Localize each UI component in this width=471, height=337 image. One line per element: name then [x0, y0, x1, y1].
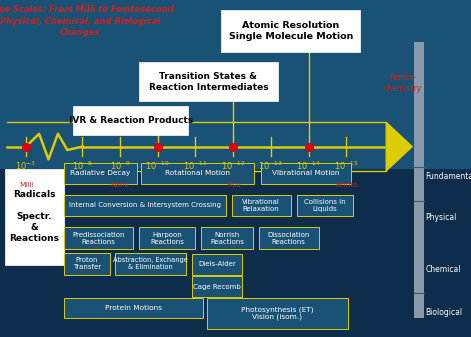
- FancyBboxPatch shape: [0, 168, 471, 337]
- FancyBboxPatch shape: [115, 253, 186, 275]
- Text: Harpoon
Reactions: Harpoon Reactions: [150, 232, 184, 245]
- FancyBboxPatch shape: [139, 227, 195, 249]
- Text: Nano: Nano: [111, 182, 130, 188]
- FancyBboxPatch shape: [414, 42, 424, 318]
- Text: $10^{-14}$: $10^{-14}$: [296, 160, 321, 173]
- Text: Radiative Decay: Radiative Decay: [70, 170, 130, 176]
- Text: $10^{-9}$: $10^{-9}$: [110, 160, 130, 173]
- Text: Diels-Alder: Diels-Alder: [198, 261, 236, 267]
- Text: Biological: Biological: [425, 308, 463, 317]
- Text: Internal Conversion & Intersystem Crossing: Internal Conversion & Intersystem Crossi…: [69, 202, 221, 208]
- FancyBboxPatch shape: [73, 106, 188, 135]
- FancyBboxPatch shape: [221, 10, 360, 52]
- Text: Milli: Milli: [19, 182, 33, 188]
- Text: $10^{-8}$: $10^{-8}$: [72, 160, 93, 173]
- Text: Pico: Pico: [226, 182, 241, 188]
- FancyBboxPatch shape: [259, 227, 319, 249]
- Text: Femto-
chemistry: Femto- chemistry: [384, 72, 422, 93]
- FancyBboxPatch shape: [64, 195, 226, 216]
- Text: $10^{-10}$: $10^{-10}$: [146, 160, 170, 173]
- Text: Time Scales: From Milli to Femtosecond
Physical, Chemical, and Biological
Change: Time Scales: From Milli to Femtosecond P…: [0, 5, 173, 37]
- Text: Chemical: Chemical: [425, 265, 461, 274]
- Text: $10^{-3}$: $10^{-3}$: [16, 160, 36, 173]
- FancyBboxPatch shape: [232, 195, 291, 216]
- FancyBboxPatch shape: [64, 253, 110, 275]
- Text: Protein Motions: Protein Motions: [105, 305, 162, 311]
- FancyBboxPatch shape: [141, 163, 254, 184]
- Text: Radicals

Spectr.
&
Reactions: Radicals Spectr. & Reactions: [9, 190, 59, 243]
- Polygon shape: [386, 122, 412, 171]
- FancyBboxPatch shape: [297, 195, 353, 216]
- Text: Collisions in
Liquids: Collisions in Liquids: [304, 199, 346, 212]
- Text: Norrish
Reactions: Norrish Reactions: [210, 232, 244, 245]
- Text: Vibrational Motion: Vibrational Motion: [272, 170, 340, 176]
- Text: Proton
Transfer: Proton Transfer: [73, 257, 101, 270]
- Text: Abstraction, Exchange
& Elimination: Abstraction, Exchange & Elimination: [114, 257, 188, 270]
- Text: $10^{-11}$: $10^{-11}$: [183, 160, 208, 173]
- FancyBboxPatch shape: [64, 163, 137, 184]
- Text: Femto: Femto: [335, 182, 357, 188]
- Text: IVR & Reaction Products: IVR & Reaction Products: [69, 116, 193, 125]
- Text: Physical: Physical: [425, 213, 457, 222]
- Text: $10^{-12}$: $10^{-12}$: [221, 160, 245, 173]
- FancyBboxPatch shape: [5, 168, 64, 265]
- Text: Cage Recomb: Cage Recomb: [193, 284, 241, 290]
- Text: $10^{-15}$: $10^{-15}$: [334, 160, 358, 173]
- Text: Rotational Motion: Rotational Motion: [165, 170, 230, 176]
- Text: Transition States &
Reaction Intermediates: Transition States & Reaction Intermediat…: [149, 72, 268, 92]
- FancyBboxPatch shape: [207, 298, 348, 329]
- FancyBboxPatch shape: [192, 254, 242, 275]
- FancyBboxPatch shape: [201, 227, 253, 249]
- FancyBboxPatch shape: [139, 62, 278, 101]
- Text: Predissociation
Reactions: Predissociation Reactions: [72, 232, 125, 245]
- Text: Atomic Resolution
Single Molecule Motion: Atomic Resolution Single Molecule Motion: [228, 21, 353, 41]
- Text: Fundamentals: Fundamentals: [425, 173, 471, 181]
- Text: Dissociation
Reactions: Dissociation Reactions: [268, 232, 310, 245]
- Text: Vibrational
Relaxation: Vibrational Relaxation: [242, 199, 280, 212]
- FancyBboxPatch shape: [261, 163, 351, 184]
- FancyBboxPatch shape: [64, 227, 133, 249]
- FancyBboxPatch shape: [192, 276, 242, 297]
- Text: $10^{-13}$: $10^{-13}$: [259, 160, 283, 173]
- Text: Photosynthesis (ET)
Vision (isom.): Photosynthesis (ET) Vision (isom.): [241, 306, 314, 320]
- FancyBboxPatch shape: [64, 298, 203, 318]
